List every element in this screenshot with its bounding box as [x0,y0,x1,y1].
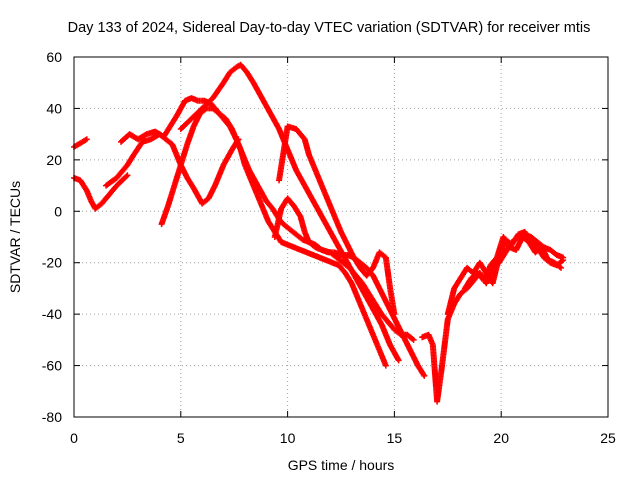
y-tick-label: -20 [42,255,62,271]
y-tick-label: -80 [42,409,62,425]
data-point [123,173,130,180]
y-tick-label: -60 [42,358,62,374]
data-point [391,311,398,318]
y-tick-label: 20 [46,152,62,168]
y-axis-label: SDTVAR / TECUs [7,181,23,293]
data-point [83,136,90,143]
data-series-11 [461,234,565,292]
data-series-2 [71,136,90,150]
x-tick-label: 20 [493,430,509,446]
x-tick-label: 25 [600,430,616,446]
x-tick-label: 10 [280,430,296,446]
y-tick-labels: -80 -60 -40 -20 0 20 40 60 [42,49,62,425]
data-point [395,357,402,364]
plot-frame [73,56,609,418]
x-tick-label: 0 [70,430,78,446]
data-series-7 [271,195,428,379]
data-series-5 [158,105,389,369]
data-series-8 [276,123,398,318]
x-axis-label: GPS time / hours [288,457,395,473]
data-point [558,264,565,271]
tick-marks [73,56,609,418]
x-tick-label: 15 [387,430,403,446]
y-tick-label: 60 [46,49,62,65]
chart-title: Day 133 of 2024, Sidereal Day-to-day VTE… [68,20,591,36]
data-point [421,372,428,379]
grid-lines [74,57,608,417]
x-tick-labels: 0 5 10 15 20 25 [70,430,616,446]
data-point [410,336,417,343]
data-point [560,257,567,264]
y-tick-label: -40 [42,306,62,322]
data-point [124,172,131,179]
data-point [382,362,389,369]
y-tick-label: 0 [54,203,62,219]
data-series-1 [71,172,131,212]
x-tick-label: 5 [177,430,185,446]
y-tick-label: 40 [46,100,62,116]
data-points [71,61,567,405]
